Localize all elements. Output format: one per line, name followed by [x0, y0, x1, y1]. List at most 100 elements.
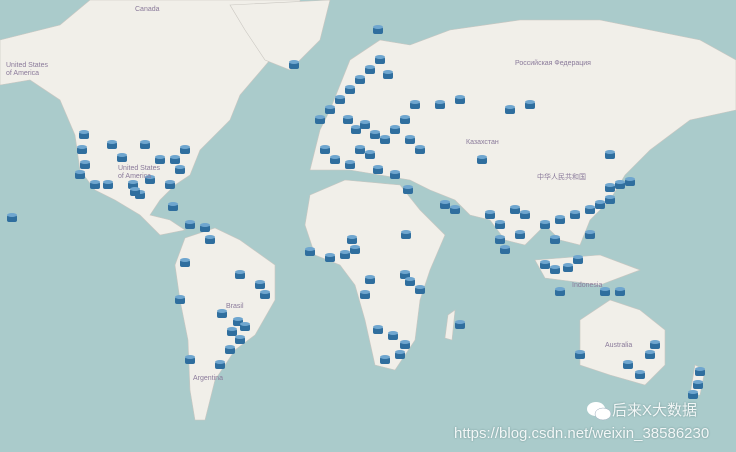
database-icon[interactable] [380, 135, 390, 144]
database-icon[interactable] [155, 155, 165, 164]
database-icon[interactable] [440, 200, 450, 209]
database-icon[interactable] [80, 160, 90, 169]
database-icon[interactable] [605, 195, 615, 204]
database-icon[interactable] [575, 350, 585, 359]
database-icon[interactable] [289, 60, 299, 69]
database-icon[interactable] [555, 215, 565, 224]
database-icon[interactable] [388, 331, 398, 340]
database-icon[interactable] [140, 140, 150, 149]
database-icon[interactable] [345, 85, 355, 94]
database-icon[interactable] [383, 70, 393, 79]
database-icon[interactable] [605, 150, 615, 159]
database-icon[interactable] [325, 253, 335, 262]
database-icon[interactable] [373, 325, 383, 334]
database-icon[interactable] [400, 115, 410, 124]
database-icon[interactable] [600, 287, 610, 296]
database-icon[interactable] [227, 327, 237, 336]
database-icon[interactable] [360, 290, 370, 299]
database-icon[interactable] [650, 340, 660, 349]
database-icon[interactable] [355, 145, 365, 154]
database-icon[interactable] [595, 200, 605, 209]
database-icon[interactable] [200, 223, 210, 232]
database-icon[interactable] [347, 235, 357, 244]
database-icon[interactable] [485, 210, 495, 219]
database-icon[interactable] [395, 350, 405, 359]
database-icon[interactable] [605, 183, 615, 192]
database-icon[interactable] [555, 287, 565, 296]
database-icon[interactable] [400, 270, 410, 279]
database-icon[interactable] [340, 250, 350, 259]
database-icon[interactable] [325, 105, 335, 114]
database-icon[interactable] [365, 150, 375, 159]
database-icon[interactable] [320, 145, 330, 154]
database-icon[interactable] [79, 130, 89, 139]
database-icon[interactable] [695, 367, 705, 376]
database-icon[interactable] [175, 165, 185, 174]
database-icon[interactable] [75, 170, 85, 179]
database-icon[interactable] [403, 185, 413, 194]
database-icon[interactable] [450, 205, 460, 214]
database-icon[interactable] [573, 255, 583, 264]
database-icon[interactable] [585, 205, 595, 214]
database-icon[interactable] [240, 322, 250, 331]
database-icon[interactable] [315, 115, 325, 124]
database-icon[interactable] [500, 245, 510, 254]
database-icon[interactable] [563, 263, 573, 272]
database-icon[interactable] [180, 258, 190, 267]
database-icon[interactable] [7, 213, 17, 222]
database-icon[interactable] [455, 95, 465, 104]
database-icon[interactable] [625, 177, 635, 186]
database-icon[interactable] [180, 145, 190, 154]
database-icon[interactable] [175, 295, 185, 304]
database-icon[interactable] [540, 220, 550, 229]
database-icon[interactable] [405, 135, 415, 144]
database-icon[interactable] [255, 280, 265, 289]
database-icon[interactable] [355, 75, 365, 84]
database-icon[interactable] [540, 260, 550, 269]
database-icon[interactable] [185, 220, 195, 229]
database-icon[interactable] [615, 180, 625, 189]
database-icon[interactable] [525, 100, 535, 109]
database-icon[interactable] [375, 55, 385, 64]
database-icon[interactable] [520, 210, 530, 219]
database-icon[interactable] [415, 145, 425, 154]
database-icon[interactable] [623, 360, 633, 369]
database-icon[interactable] [645, 350, 655, 359]
database-icon[interactable] [185, 355, 195, 364]
database-icon[interactable] [77, 145, 87, 154]
database-icon[interactable] [235, 270, 245, 279]
database-icon[interactable] [410, 100, 420, 109]
database-icon[interactable] [225, 345, 235, 354]
database-icon[interactable] [365, 65, 375, 74]
database-icon[interactable] [550, 265, 560, 274]
database-icon[interactable] [693, 380, 703, 389]
database-icon[interactable] [350, 245, 360, 254]
database-icon[interactable] [365, 275, 375, 284]
database-icon[interactable] [335, 95, 345, 104]
database-icon[interactable] [515, 230, 525, 239]
database-icon[interactable] [688, 390, 698, 399]
database-icon[interactable] [477, 155, 487, 164]
database-icon[interactable] [405, 277, 415, 286]
database-icon[interactable] [168, 202, 178, 211]
database-icon[interactable] [165, 180, 175, 189]
database-icon[interactable] [370, 130, 380, 139]
database-icon[interactable] [145, 175, 155, 184]
database-icon[interactable] [415, 285, 425, 294]
database-icon[interactable] [345, 160, 355, 169]
database-icon[interactable] [360, 120, 370, 129]
database-icon[interactable] [570, 210, 580, 219]
database-icon[interactable] [380, 355, 390, 364]
database-icon[interactable] [390, 170, 400, 179]
database-icon[interactable] [550, 235, 560, 244]
database-icon[interactable] [615, 287, 625, 296]
database-icon[interactable] [505, 105, 515, 114]
database-icon[interactable] [205, 235, 215, 244]
database-icon[interactable] [215, 360, 225, 369]
database-icon[interactable] [401, 230, 411, 239]
database-icon[interactable] [495, 220, 505, 229]
database-icon[interactable] [90, 180, 100, 189]
database-icon[interactable] [400, 340, 410, 349]
database-icon[interactable] [635, 370, 645, 379]
